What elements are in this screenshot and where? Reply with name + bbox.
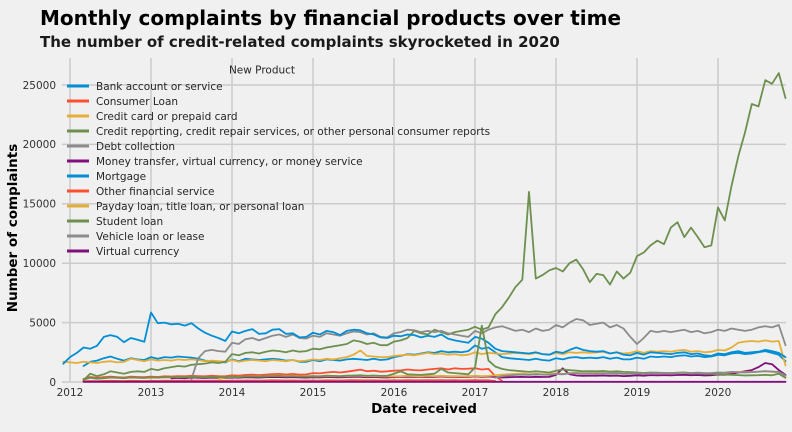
legend-item-vehicle-loan-or-lease: Vehicle loan or lease xyxy=(67,231,204,243)
y-tick-label-0: 0 xyxy=(49,377,56,389)
series-line-credit-card-or-prepaid-card xyxy=(62,339,787,367)
x-tick-label-2019: 2019 xyxy=(624,387,651,399)
y-tick-label-5000: 5000 xyxy=(29,317,56,329)
x-axis-label: Date received xyxy=(371,401,477,417)
y-tick-label-25000: 25000 xyxy=(23,80,56,92)
legend-item-credit-reporting-credit-repair-services-: Credit reporting, credit repair services… xyxy=(67,126,490,138)
x-tick-label-2013: 2013 xyxy=(138,387,165,399)
y-tick-label-20000: 20000 xyxy=(23,139,56,151)
y-axis-label: Number of complaints xyxy=(5,144,21,312)
legend-label-debt-collection: Debt collection xyxy=(96,141,175,153)
page-title: Monthly complaints by financial products… xyxy=(40,6,622,30)
legend-label-consumer-loan: Consumer Loan xyxy=(96,96,178,108)
series-line-credit-reporting-credit-repair-services- xyxy=(82,72,787,382)
legend-item-mortgage: Mortgage xyxy=(67,171,146,183)
series-line-other-financial-service xyxy=(82,379,497,383)
x-tick-label-2018: 2018 xyxy=(543,387,570,399)
x-tick-label-2015: 2015 xyxy=(300,387,327,399)
legend-label-money-transfer-virtual-currency-or-money: Money transfer, virtual currency, or mon… xyxy=(96,156,363,168)
tick-labels: 0 5000 10000 15000 20000 25000 2012 2013 2014 201… xyxy=(23,80,732,399)
legend-label-credit-reporting-credit-repair-services-: Credit reporting, credit repair services… xyxy=(96,126,490,138)
legend-item-virtual-currency: Virtual currency xyxy=(67,246,179,258)
series-line-vehicle-loan-or-lease xyxy=(494,370,787,379)
series-line-mortgage xyxy=(62,311,787,365)
series-lines xyxy=(62,72,787,383)
legend-item-consumer-loan: Consumer Loan xyxy=(67,96,178,108)
legend-label-other-financial-service: Other financial service xyxy=(96,186,215,198)
legend-label-virtual-currency: Virtual currency xyxy=(96,246,179,258)
legend-item-other-financial-service: Other financial service xyxy=(67,186,215,198)
legend-label-credit-card-or-prepaid-card: Credit card or prepaid card xyxy=(96,111,238,123)
series-line-bank-account-or-service xyxy=(82,344,787,367)
legend-item-credit-card-or-prepaid-card: Credit card or prepaid card xyxy=(67,111,238,123)
y-tick-label-10000: 10000 xyxy=(23,258,56,270)
legend-label-bank-account-or-service: Bank account or service xyxy=(96,81,223,93)
x-tick-label-2017: 2017 xyxy=(462,387,489,399)
series-line-debt-collection xyxy=(190,318,787,380)
legend-title: New Product xyxy=(229,65,295,77)
legend-item-bank-account-or-service: Bank account or service xyxy=(67,81,223,93)
page-subtitle: The number of credit-related complaints … xyxy=(40,33,560,51)
legend-item-student-loan: Student loan xyxy=(67,216,163,228)
legend: New Product Bank account or service Consum… xyxy=(67,65,490,258)
legend-item-money-transfer-virtual-currency-or-money: Money transfer, virtual currency, or mon… xyxy=(67,156,363,168)
x-tick-label-2014: 2014 xyxy=(219,387,246,399)
legend-label-vehicle-loan-or-lease: Vehicle loan or lease xyxy=(96,231,204,243)
x-tick-label-2012: 2012 xyxy=(57,387,84,399)
legend-item-debt-collection: Debt collection xyxy=(67,141,175,153)
legend-label-mortgage: Mortgage xyxy=(96,171,146,183)
y-tick-label-15000: 15000 xyxy=(23,199,56,211)
x-tick-label-2016: 2016 xyxy=(381,387,408,399)
legend-item-payday-loan-title-loan-or-personal-loan: Payday loan, title loan, or personal loa… xyxy=(67,201,304,213)
legend-label-payday-loan-title-loan-or-personal-loan: Payday loan, title loan, or personal loa… xyxy=(96,201,304,213)
legend-label-student-loan: Student loan xyxy=(96,216,163,228)
x-tick-label-2020: 2020 xyxy=(705,387,732,399)
